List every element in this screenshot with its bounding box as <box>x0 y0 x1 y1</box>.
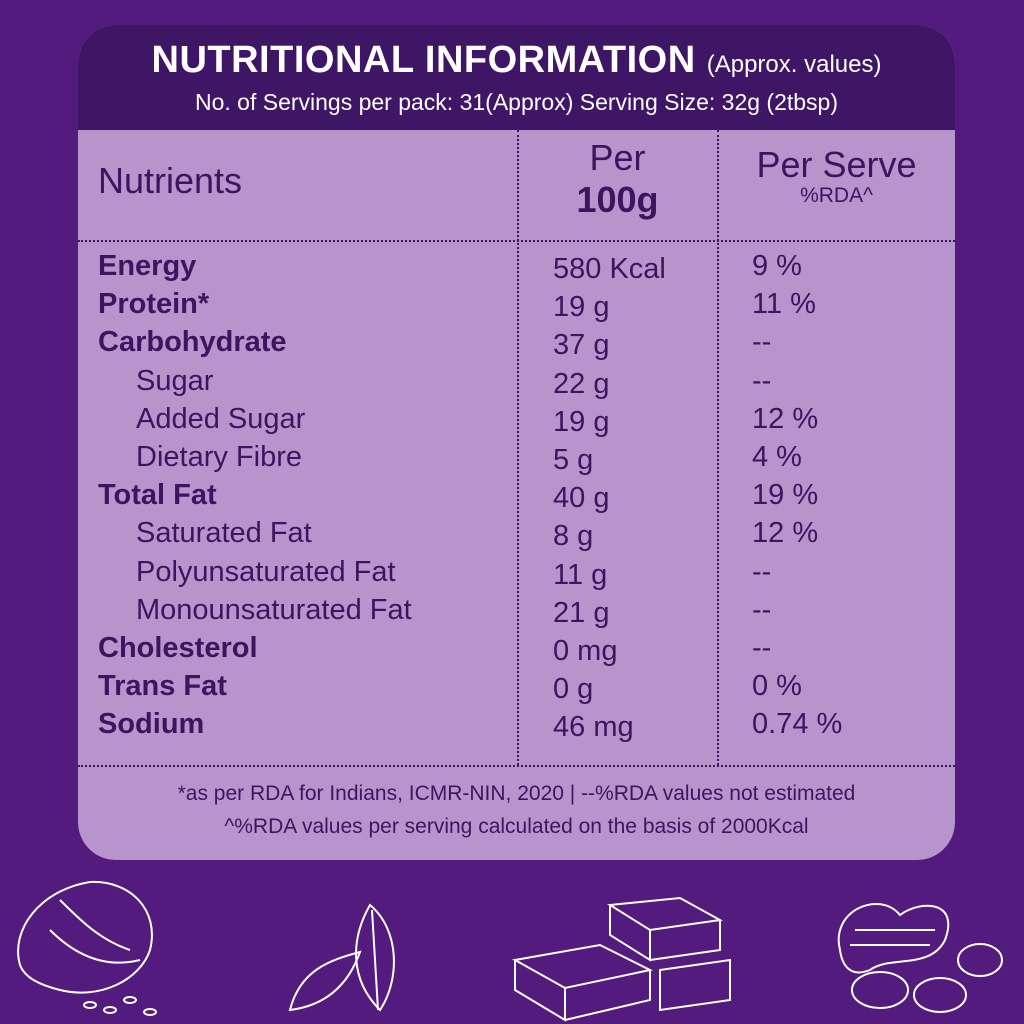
column-header-line: Per Serve <box>756 144 917 185</box>
nutrient-name: Dietary Fibre <box>136 441 302 473</box>
column-header-line: Per <box>589 137 646 178</box>
per-serve-value: 4 % <box>752 441 802 473</box>
per-100g-value: 21 g <box>553 596 610 629</box>
column-header: Per 100g <box>518 137 717 221</box>
nutrient-name: Trans Fat <box>98 670 227 703</box>
per-100g-value: 19 g <box>553 405 610 438</box>
per-100g-value: 46 mg <box>553 711 634 744</box>
cocoa-pod-icon <box>17 880 157 1016</box>
column-header-sub: %RDA^ <box>800 184 873 207</box>
per-serve-value: -- <box>752 632 772 664</box>
nutrient-name: Sodium <box>98 708 205 741</box>
servings: No. of Servings per pack: 31(Approx) Ser… <box>194 89 839 115</box>
nutrient-name: Sugar <box>136 364 214 397</box>
nutrition-card: NUTRITIONAL INFORMATION (Approx. values)… <box>78 25 955 860</box>
per-serve-value: 9 % <box>752 250 802 282</box>
nutrient-name: Protein* <box>98 288 210 321</box>
peanut-icon <box>837 903 1003 1013</box>
title-note: (Approx. values) <box>706 51 882 78</box>
footnote: *as per RDA for Indians, ICMR-NIN, 2020 … <box>177 782 856 805</box>
title: NUTRITIONAL INFORMATION <box>151 39 696 81</box>
per-serve-value: -- <box>752 326 772 359</box>
header: NUTRITIONAL INFORMATION (Approx. values)… <box>78 25 955 130</box>
per-100g-value: 37 g <box>553 329 610 362</box>
nutrient-name: Added Sugar <box>136 402 306 435</box>
per-100g-value: 0 mg <box>553 635 618 667</box>
column-header: Per Serve %RDA^ <box>718 145 955 207</box>
per-serve-value: -- <box>752 555 772 588</box>
divider <box>717 130 719 765</box>
divider <box>78 765 955 767</box>
per-100g-value: 5 g <box>553 444 594 476</box>
nutrient-name: Polyunsaturated Fat <box>136 555 396 588</box>
nutrient-name: Monounsaturated Fat <box>136 593 412 626</box>
per-serve-value: 12 % <box>752 517 819 550</box>
per-serve-value: 0 % <box>752 670 802 703</box>
title-line: NUTRITIONAL INFORMATION (Approx. values) <box>78 39 955 82</box>
per-100g-value: 40 g <box>553 482 610 515</box>
per-100g-value: 19 g <box>553 291 610 324</box>
per-100g-value: 0 g <box>553 673 594 706</box>
per-serve-value: 11 % <box>752 288 816 321</box>
per-100g-value: 11 g <box>553 558 608 591</box>
chocolate-icon <box>512 896 731 1022</box>
per-100g-value: 580 Kcal <box>553 253 666 285</box>
nutrient-name: Total Fat <box>98 479 217 512</box>
nutrient-name: Saturated Fat <box>136 517 312 550</box>
column-header-line: 100g <box>576 179 659 220</box>
ingredient-illustrations <box>17 880 1003 1022</box>
nutrient-name: Energy <box>98 250 197 282</box>
per-100g-value: 22 g <box>553 367 610 400</box>
per-100g-value: 8 g <box>553 520 594 553</box>
nutrient-name: Cholesterol <box>98 632 258 664</box>
leaf-icon <box>288 903 395 1012</box>
divider <box>78 240 955 242</box>
column-header: Nutrients <box>98 160 243 201</box>
per-serve-value: 0.74 % <box>752 708 843 741</box>
per-serve-value: 19 % <box>752 479 819 512</box>
per-serve-value: -- <box>752 364 772 397</box>
footnote: ^%RDA values per serving calculated on t… <box>224 815 809 838</box>
divider <box>517 130 519 765</box>
per-serve-value: 12 % <box>752 402 819 435</box>
per-serve-value: -- <box>752 593 772 626</box>
nutrient-name: Carbohydrate <box>98 326 287 359</box>
